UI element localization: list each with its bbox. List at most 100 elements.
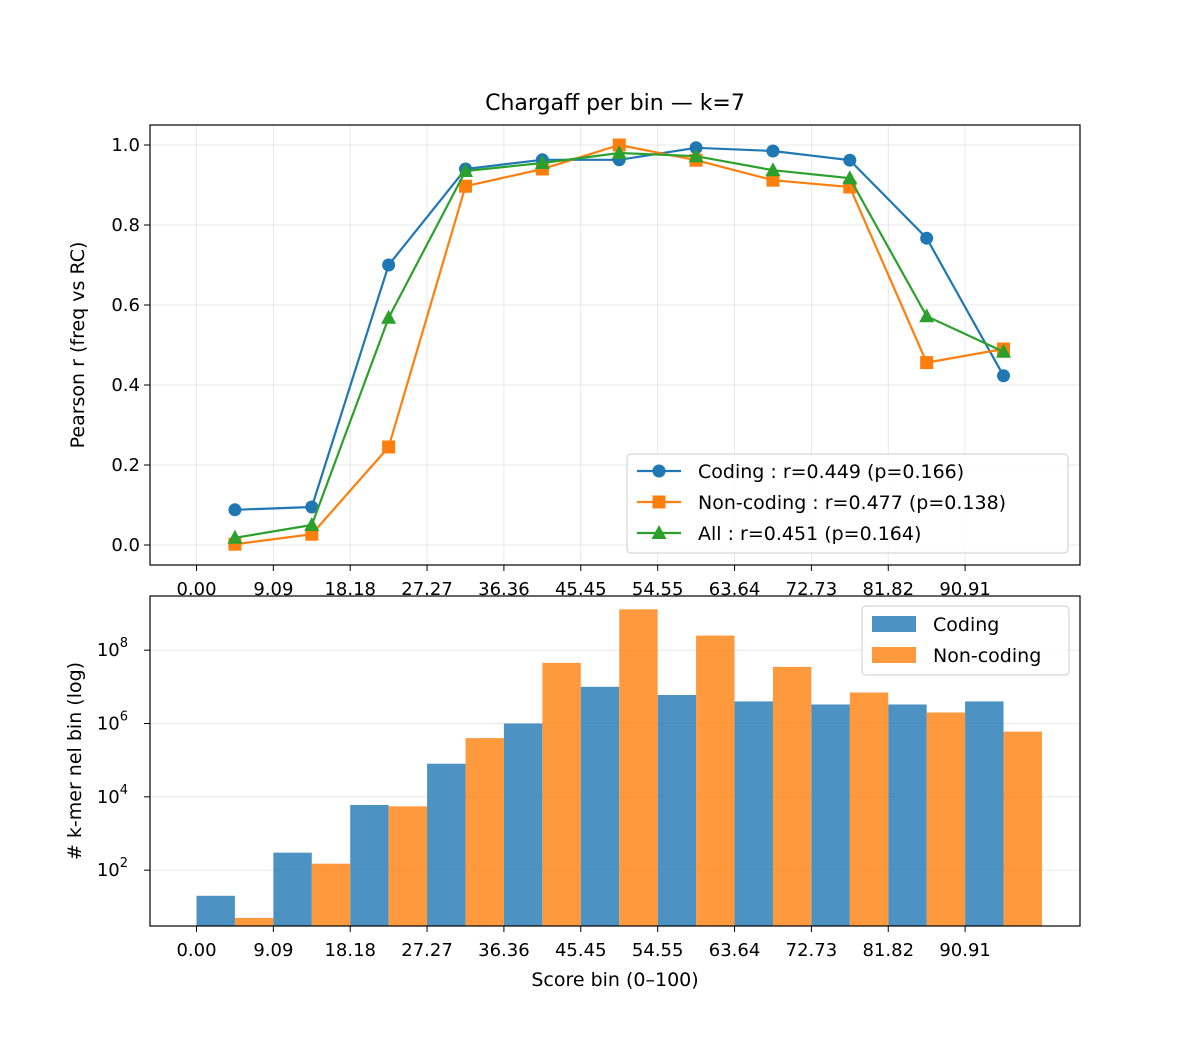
bar	[350, 804, 389, 926]
legend-entry: Coding	[872, 614, 999, 636]
line-chart-series	[227, 138, 1012, 551]
data-point	[688, 148, 704, 163]
y-tick-label: 0.6	[111, 295, 140, 316]
bar	[619, 609, 658, 926]
data-point	[997, 369, 1011, 383]
legend-swatch	[872, 616, 916, 632]
data-point	[382, 258, 396, 272]
bar	[196, 895, 235, 926]
x-tick-label: 18.18	[324, 940, 376, 961]
bar-chart-panel: 0.00 9.09 18.18 27.27 36.36 45.45 54.55 63.64 72…	[64, 595, 1081, 991]
legend-marker	[652, 495, 666, 509]
bar-chart-y-axis-label: # k-mer nel bin (log)	[64, 662, 86, 860]
data-point	[458, 163, 474, 177]
data-point	[689, 141, 703, 155]
y-tick-label: 0.8	[111, 215, 140, 236]
x-tick-label: 81.82	[862, 579, 914, 600]
legend-marker	[651, 525, 667, 539]
bar	[849, 692, 889, 926]
legend-entry: Coding : r=0.449 (p=0.166)	[637, 461, 964, 483]
legend-entry: All : r=0.451 (p=0.164)	[637, 523, 921, 545]
x-tick-label: 27.27	[401, 579, 453, 600]
x-tick-label: 72.73	[786, 579, 838, 600]
y-tick-label: 0.0	[111, 535, 140, 556]
bar-chart-bars	[196, 609, 1042, 926]
x-tick-label: 54.55	[632, 579, 684, 600]
data-point	[920, 231, 934, 245]
bar	[311, 863, 351, 926]
bar	[273, 852, 312, 926]
bar-chart-x-axis-label: Score bin (0–100)	[531, 969, 698, 991]
bar-chart-axes: 0.00 9.09 18.18 27.27 36.36 45.45 54.55 63.64 72…	[97, 636, 991, 961]
bar	[427, 763, 466, 926]
x-tick-label: 0.00	[176, 940, 216, 961]
data-point	[305, 500, 319, 514]
bar	[465, 738, 504, 926]
bar	[926, 712, 966, 926]
data-point	[765, 162, 781, 177]
bar	[503, 723, 543, 926]
y-tick-label: 1.0	[111, 135, 140, 156]
line-chart-legend: Coding : r=0.449 (p=0.166) Non-coding : r…	[626, 453, 1069, 554]
data-point	[381, 309, 397, 324]
legend-label: Coding	[933, 614, 999, 636]
y-tick-label: 108	[97, 636, 128, 661]
bar	[772, 666, 812, 926]
line-chart-frame	[149, 124, 1081, 566]
bar-chart-legend: Coding Non-coding	[861, 605, 1070, 676]
x-tick-label: 18.18	[324, 579, 376, 600]
y-tick-label: 0.2	[111, 455, 140, 476]
data-point	[996, 343, 1012, 358]
x-tick-label: 27.27	[401, 940, 453, 961]
y-tick-label: 104	[97, 783, 128, 808]
bar	[657, 694, 697, 926]
line-chart-axes: 0.00 9.09 18.18 27.27 36.36 45.45 54.55 63.64 72…	[111, 135, 991, 600]
x-tick-label: 72.73	[786, 940, 838, 961]
data-point	[919, 308, 935, 323]
chart-title: Chargaff per bin — k=7	[485, 91, 745, 116]
line-chart-y-axis-label: Pearson r (freq vs RC)	[67, 242, 89, 449]
x-tick-label: 90.91	[939, 579, 991, 600]
y-tick-label: 0.4	[111, 375, 140, 396]
bar	[542, 662, 581, 926]
bar	[811, 704, 850, 926]
bar	[580, 686, 620, 926]
bars-non-coding	[234, 609, 1042, 926]
legend-entry: Non-coding : r=0.477 (p=0.138)	[637, 492, 1006, 514]
bar	[965, 701, 1004, 926]
x-tick-label: 9.09	[253, 579, 293, 600]
legend-marker	[652, 464, 666, 478]
y-tick-label: 106	[97, 709, 128, 734]
x-tick-label: 36.36	[478, 940, 530, 961]
bar	[888, 704, 927, 926]
data-point	[766, 173, 780, 187]
x-tick-label: 54.55	[632, 940, 684, 961]
legend-swatch	[872, 647, 916, 663]
x-tick-label: 9.09	[253, 940, 293, 961]
y-tick-label: 102	[97, 856, 128, 881]
data-point	[611, 145, 627, 159]
bar	[696, 635, 735, 926]
x-tick-label: 36.36	[478, 579, 530, 600]
series-all	[227, 145, 1012, 544]
data-point	[534, 155, 550, 169]
data-point	[843, 153, 857, 167]
data-point	[304, 517, 320, 531]
legend-label: All : r=0.451 (p=0.164)	[698, 523, 921, 545]
bars-coding	[196, 686, 1004, 926]
data-point	[227, 529, 243, 544]
bar	[734, 701, 773, 926]
x-tick-label: 63.64	[709, 579, 761, 600]
data-point	[920, 356, 934, 370]
x-tick-label: 81.82	[862, 940, 914, 961]
line-chart-panel: Chargaff per bin — k=7 0.00 9.09 18.18 27.2…	[67, 91, 1081, 600]
legend-label: Coding : r=0.449 (p=0.166)	[698, 461, 964, 483]
bar	[388, 806, 428, 926]
x-tick-label: 0.00	[176, 579, 216, 600]
data-point	[459, 179, 473, 193]
bar	[234, 917, 274, 926]
data-point	[382, 440, 396, 454]
legend-label: Non-coding	[933, 645, 1041, 667]
x-tick-label: 45.45	[555, 579, 607, 600]
